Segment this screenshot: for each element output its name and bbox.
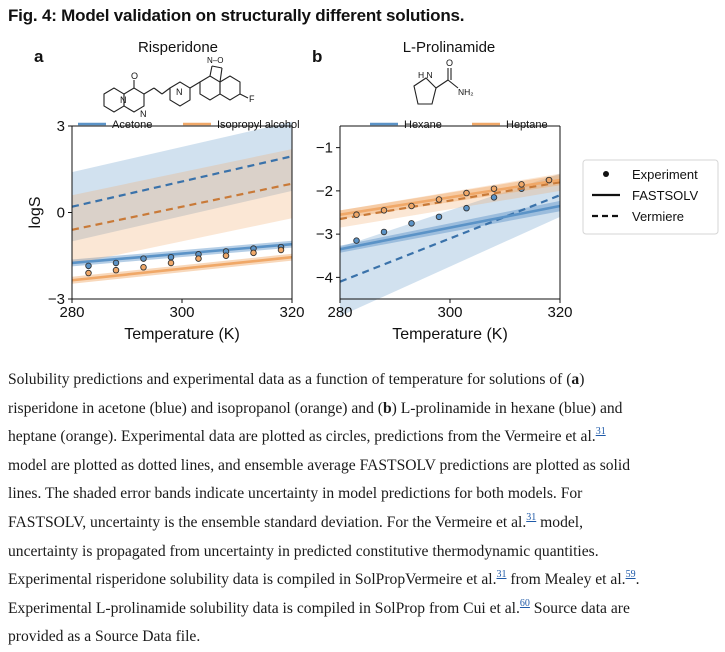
panel-b-experiment-point-0 <box>463 204 470 212</box>
panel-a-experiment-point-1 <box>85 269 92 277</box>
panel-a-letter: a <box>34 47 44 66</box>
risperidone-n2: N <box>140 109 147 119</box>
reference-link-59[interactable]: 59 <box>625 568 636 580</box>
panel-a-fastsolv-line-1 <box>71 255 293 282</box>
panel-a-experiment-point-1 <box>167 259 175 267</box>
panel-a-experiment-point-1 <box>222 252 230 259</box>
panel-a-legend-label-1: Isopropyl alcohol <box>217 119 300 131</box>
figure-panels: a Risperidone N N O N N–O F b L-Prolinam… <box>27 39 719 343</box>
panel-b-y-tick-label: −3 <box>316 226 333 243</box>
model-legend: Experiment FASTSOLV Vermiere <box>582 159 719 235</box>
panel-a-x-tick-label: 300 <box>169 304 194 321</box>
panel-a-experiment-point-1 <box>250 249 257 257</box>
panel-a-x-axis-label: Temperature (K) <box>124 326 240 343</box>
reference-link-31[interactable]: 31 <box>595 426 606 437</box>
panel-b-y-tick-label: −2 <box>316 183 333 200</box>
panel-a-experiment-point-1 <box>277 246 285 254</box>
figure-title: Fig. 4: Model validation on structurally… <box>8 6 465 25</box>
risperidone-f: F <box>249 94 255 104</box>
panel-b-experiment-point-0 <box>490 194 498 201</box>
panel-b-legend-label-0: Hexane <box>404 119 442 131</box>
prolinamide-nh2: NH₂ <box>458 87 474 97</box>
prolinamide-o: O <box>446 58 453 68</box>
panel-b-experiment-point-1 <box>380 207 388 214</box>
figure-caption: Solubility predictions and experimental … <box>8 371 640 646</box>
panel-b-experiment-point-1 <box>353 211 360 218</box>
panel-b-x-axis-label: Temperature (K) <box>392 326 508 343</box>
risperidone-structure <box>103 65 249 113</box>
panel-b-experiment-point-0 <box>408 220 415 227</box>
panel-b-x-tick-label: 320 <box>547 304 572 321</box>
panel-b-plot: Hexane Heptane 280 300 320 −1 −2 −3 −4 Temperatur… <box>316 119 573 343</box>
panel-b-letter: b <box>312 47 322 66</box>
legend-fastsolv-label: FASTSOLV <box>632 188 699 203</box>
panel-a-experiment-point-1 <box>112 266 120 274</box>
prolinamide-nh: H N <box>418 70 433 80</box>
panel-b-vermeire-line-1 <box>339 181 561 221</box>
panel-a-experiment-point-0 <box>167 253 175 261</box>
panel-a-x-tick-label: 280 <box>59 304 84 321</box>
panel-a-experiment-point-1 <box>140 264 147 271</box>
panel-b-title: L-Prolinamide <box>403 39 496 56</box>
risperidone-isoxazole: N–O <box>207 56 223 65</box>
panel-b-experiment-point-1 <box>408 202 415 210</box>
reference-link-31[interactable]: 31 <box>526 511 537 523</box>
panel-a-vermeire-line-0 <box>71 155 293 208</box>
panel-b-experiment-point-1 <box>545 176 553 184</box>
legend-vermeire-label: Vermiere <box>632 209 684 224</box>
panel-a-y-tick-label: 3 <box>57 118 65 135</box>
panel-b-legend-label-1: Heptane <box>506 119 548 131</box>
panel-b-y-tick-label: −1 <box>316 140 333 157</box>
prolinamide-structure <box>413 68 459 105</box>
panel-a-vermeire-line-1 <box>71 182 293 231</box>
panel-a-y-tick-label: 0 <box>57 205 65 222</box>
panel-b-fastsolv-line-0 <box>339 204 561 251</box>
panel-a-legend-label-0: Acetone <box>112 119 152 131</box>
panel-b-experiment-point-1 <box>518 181 525 188</box>
panel-b-experiment-point-1 <box>463 189 470 197</box>
panel-b-experiment-point-0 <box>380 228 388 236</box>
panel-a-y-axis-label: logS <box>27 196 44 228</box>
panel-a-experiment-point-0 <box>85 262 92 270</box>
panel-a-x-tick-label: 320 <box>279 304 304 321</box>
risperidone-n3: N <box>176 87 183 97</box>
panel-a-experiment-point-1 <box>195 255 202 262</box>
panel-a-title: Risperidone <box>138 39 218 56</box>
reference-link-31[interactable]: 31 <box>496 568 507 580</box>
panel-a-experiment-point-0 <box>112 259 120 267</box>
panel-a-experiment-point-0 <box>140 255 147 262</box>
panel-b-y-tick-label: −4 <box>316 269 333 286</box>
legend-experiment-label: Experiment <box>632 167 698 182</box>
panel-b-experiment-point-1 <box>435 196 443 203</box>
panel-b-vermeire-line-0 <box>339 194 561 283</box>
risperidone-n1: N <box>120 95 127 105</box>
panel-a-y-tick-label: −3 <box>48 291 65 308</box>
panel-a-plot: Acetone Isopropyl alcohol 280 300 320 3 0 −3 Tem… <box>27 118 305 343</box>
reference-link-60[interactable]: 60 <box>519 597 530 609</box>
legend-experiment-marker <box>603 171 609 177</box>
panel-b-x-tick-label: 300 <box>437 304 462 321</box>
panel-b-vermeire-band-0 <box>340 173 560 317</box>
panel-b-experiment-point-0 <box>353 237 360 244</box>
panel-b-experiment-point-1 <box>490 185 498 192</box>
panel-b-x-tick-label: 280 <box>327 304 352 321</box>
risperidone-o: O <box>131 71 138 81</box>
panel-b-experiment-point-0 <box>435 213 443 221</box>
